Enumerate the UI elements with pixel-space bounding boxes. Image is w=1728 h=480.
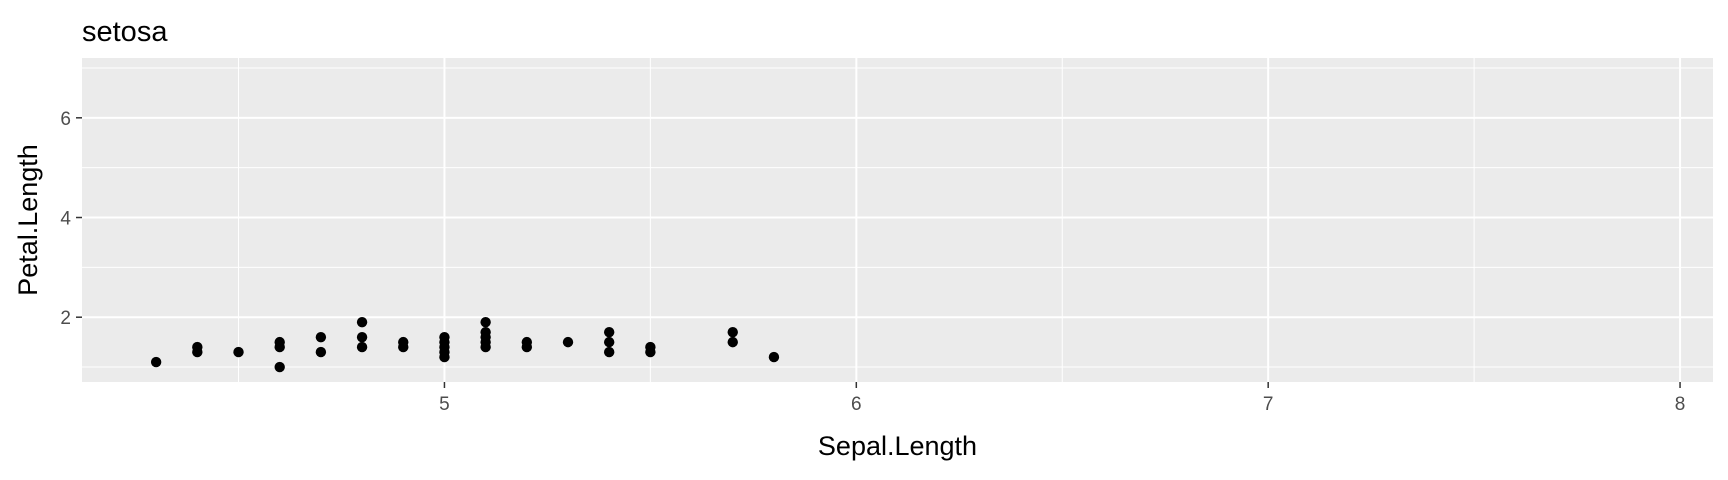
- data-point: [315, 346, 327, 358]
- x-axis: 5 6 7 8: [439, 382, 1685, 415]
- data-point: [233, 346, 244, 358]
- data-point: [150, 356, 162, 368]
- x-tick-label: 7: [1263, 394, 1274, 415]
- minor-grid: [82, 58, 1713, 382]
- y-tick-label: 2: [60, 308, 71, 329]
- data-point: [727, 326, 738, 338]
- x-tick-label: 8: [1675, 394, 1686, 415]
- plot-panel: [82, 58, 1713, 382]
- data-point: [356, 341, 368, 353]
- y-tick-label: 4: [60, 209, 71, 230]
- data-point: [356, 316, 368, 328]
- y-tick-label: 6: [60, 109, 71, 130]
- data-point: [480, 326, 491, 338]
- data-point: [521, 336, 533, 348]
- data-point: [562, 336, 574, 348]
- x-tick-label: 5: [439, 394, 450, 415]
- data-point: [192, 341, 203, 353]
- x-tick-label: 6: [851, 394, 862, 415]
- data-point: [603, 336, 615, 348]
- chart-title: setosa: [82, 16, 168, 48]
- data-points: [150, 316, 780, 373]
- data-point: [603, 326, 615, 338]
- data-point: [603, 346, 615, 358]
- data-point: [439, 331, 450, 343]
- y-axis: 2 4 6: [60, 109, 82, 329]
- major-grid: [82, 58, 1713, 382]
- y-axis-label: Petal.Length: [13, 144, 43, 296]
- data-point: [274, 361, 285, 373]
- data-point: [398, 336, 409, 348]
- data-point: [480, 316, 491, 328]
- data-point: [768, 351, 780, 363]
- x-axis-label: Sepal.Length: [818, 431, 977, 461]
- data-point: [356, 331, 368, 343]
- data-point: [274, 336, 285, 348]
- data-point: [645, 341, 656, 353]
- data-point: [727, 336, 738, 348]
- data-point: [315, 331, 327, 343]
